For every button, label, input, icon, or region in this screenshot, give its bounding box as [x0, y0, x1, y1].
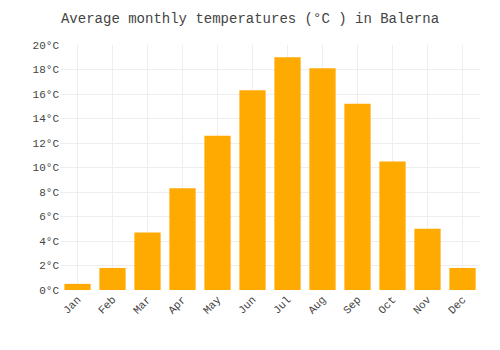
svg-text:Jan: Jan — [61, 294, 83, 316]
svg-text:0°C: 0°C — [39, 285, 59, 297]
svg-text:Average monthly temperatures (: Average monthly temperatures (°C ) in Ba… — [61, 11, 439, 27]
svg-text:Apr: Apr — [166, 294, 188, 316]
svg-text:Nov: Nov — [411, 294, 434, 317]
svg-text:12°C: 12°C — [33, 138, 60, 150]
svg-text:Jul: Jul — [271, 294, 293, 316]
svg-text:Sep: Sep — [341, 294, 363, 316]
svg-text:Dec: Dec — [446, 294, 468, 316]
svg-text:May: May — [201, 294, 224, 317]
svg-text:8°C: 8°C — [39, 187, 59, 199]
svg-text:16°C: 16°C — [33, 89, 60, 101]
svg-text:4°C: 4°C — [39, 236, 59, 248]
svg-text:Aug: Aug — [306, 294, 328, 316]
svg-text:Feb: Feb — [96, 294, 118, 316]
svg-text:2°C: 2°C — [39, 260, 59, 272]
svg-text:Oct: Oct — [376, 294, 398, 316]
svg-text:Jun: Jun — [236, 294, 258, 316]
svg-text:Mar: Mar — [131, 294, 153, 316]
svg-text:20°C: 20°C — [33, 40, 60, 52]
svg-text:14°C: 14°C — [33, 113, 60, 125]
svg-text:6°C: 6°C — [39, 211, 59, 223]
svg-text:18°C: 18°C — [33, 64, 60, 76]
svg-text:10°C: 10°C — [33, 162, 60, 174]
